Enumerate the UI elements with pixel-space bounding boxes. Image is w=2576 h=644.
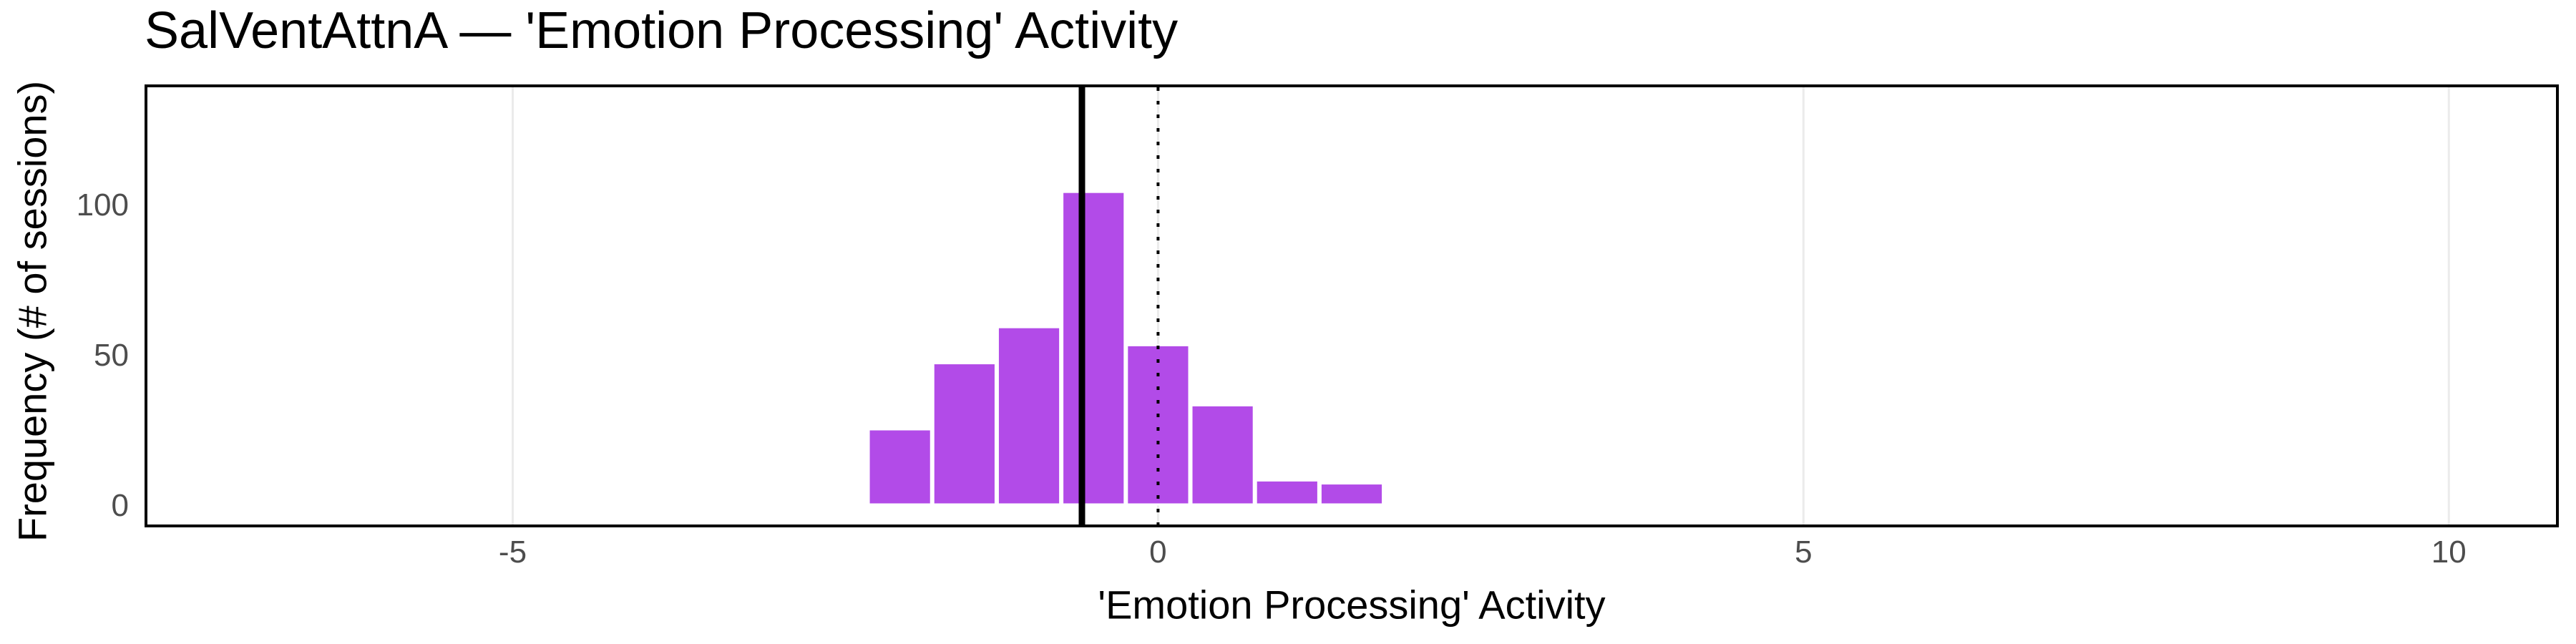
- histogram-bar: [1126, 343, 1191, 506]
- x-tick-label: 0: [1149, 535, 1166, 570]
- x-tick-label: 10: [2431, 535, 2467, 570]
- histogram-bar: [1319, 482, 1385, 506]
- histogram-bar: [1190, 404, 1255, 506]
- x-tick-label: 5: [1795, 535, 1812, 570]
- panel-border: [145, 84, 2559, 527]
- x-tick-label: -5: [499, 535, 527, 570]
- histogram-bar: [932, 362, 997, 506]
- histogram-bar: [1061, 190, 1126, 506]
- histogram-bar: [996, 326, 1062, 506]
- y-tick-label: 100: [77, 187, 129, 223]
- y-tick-label: 50: [94, 338, 129, 373]
- histogram-bar: [867, 428, 932, 506]
- y-tick-label: 0: [112, 488, 129, 523]
- histogram-bar: [1254, 479, 1319, 506]
- x-axis-title: 'Emotion Processing' Activity: [1098, 582, 1606, 628]
- chart-title: SalVentAttnA — 'Emotion Processing' Acti…: [145, 2, 1179, 59]
